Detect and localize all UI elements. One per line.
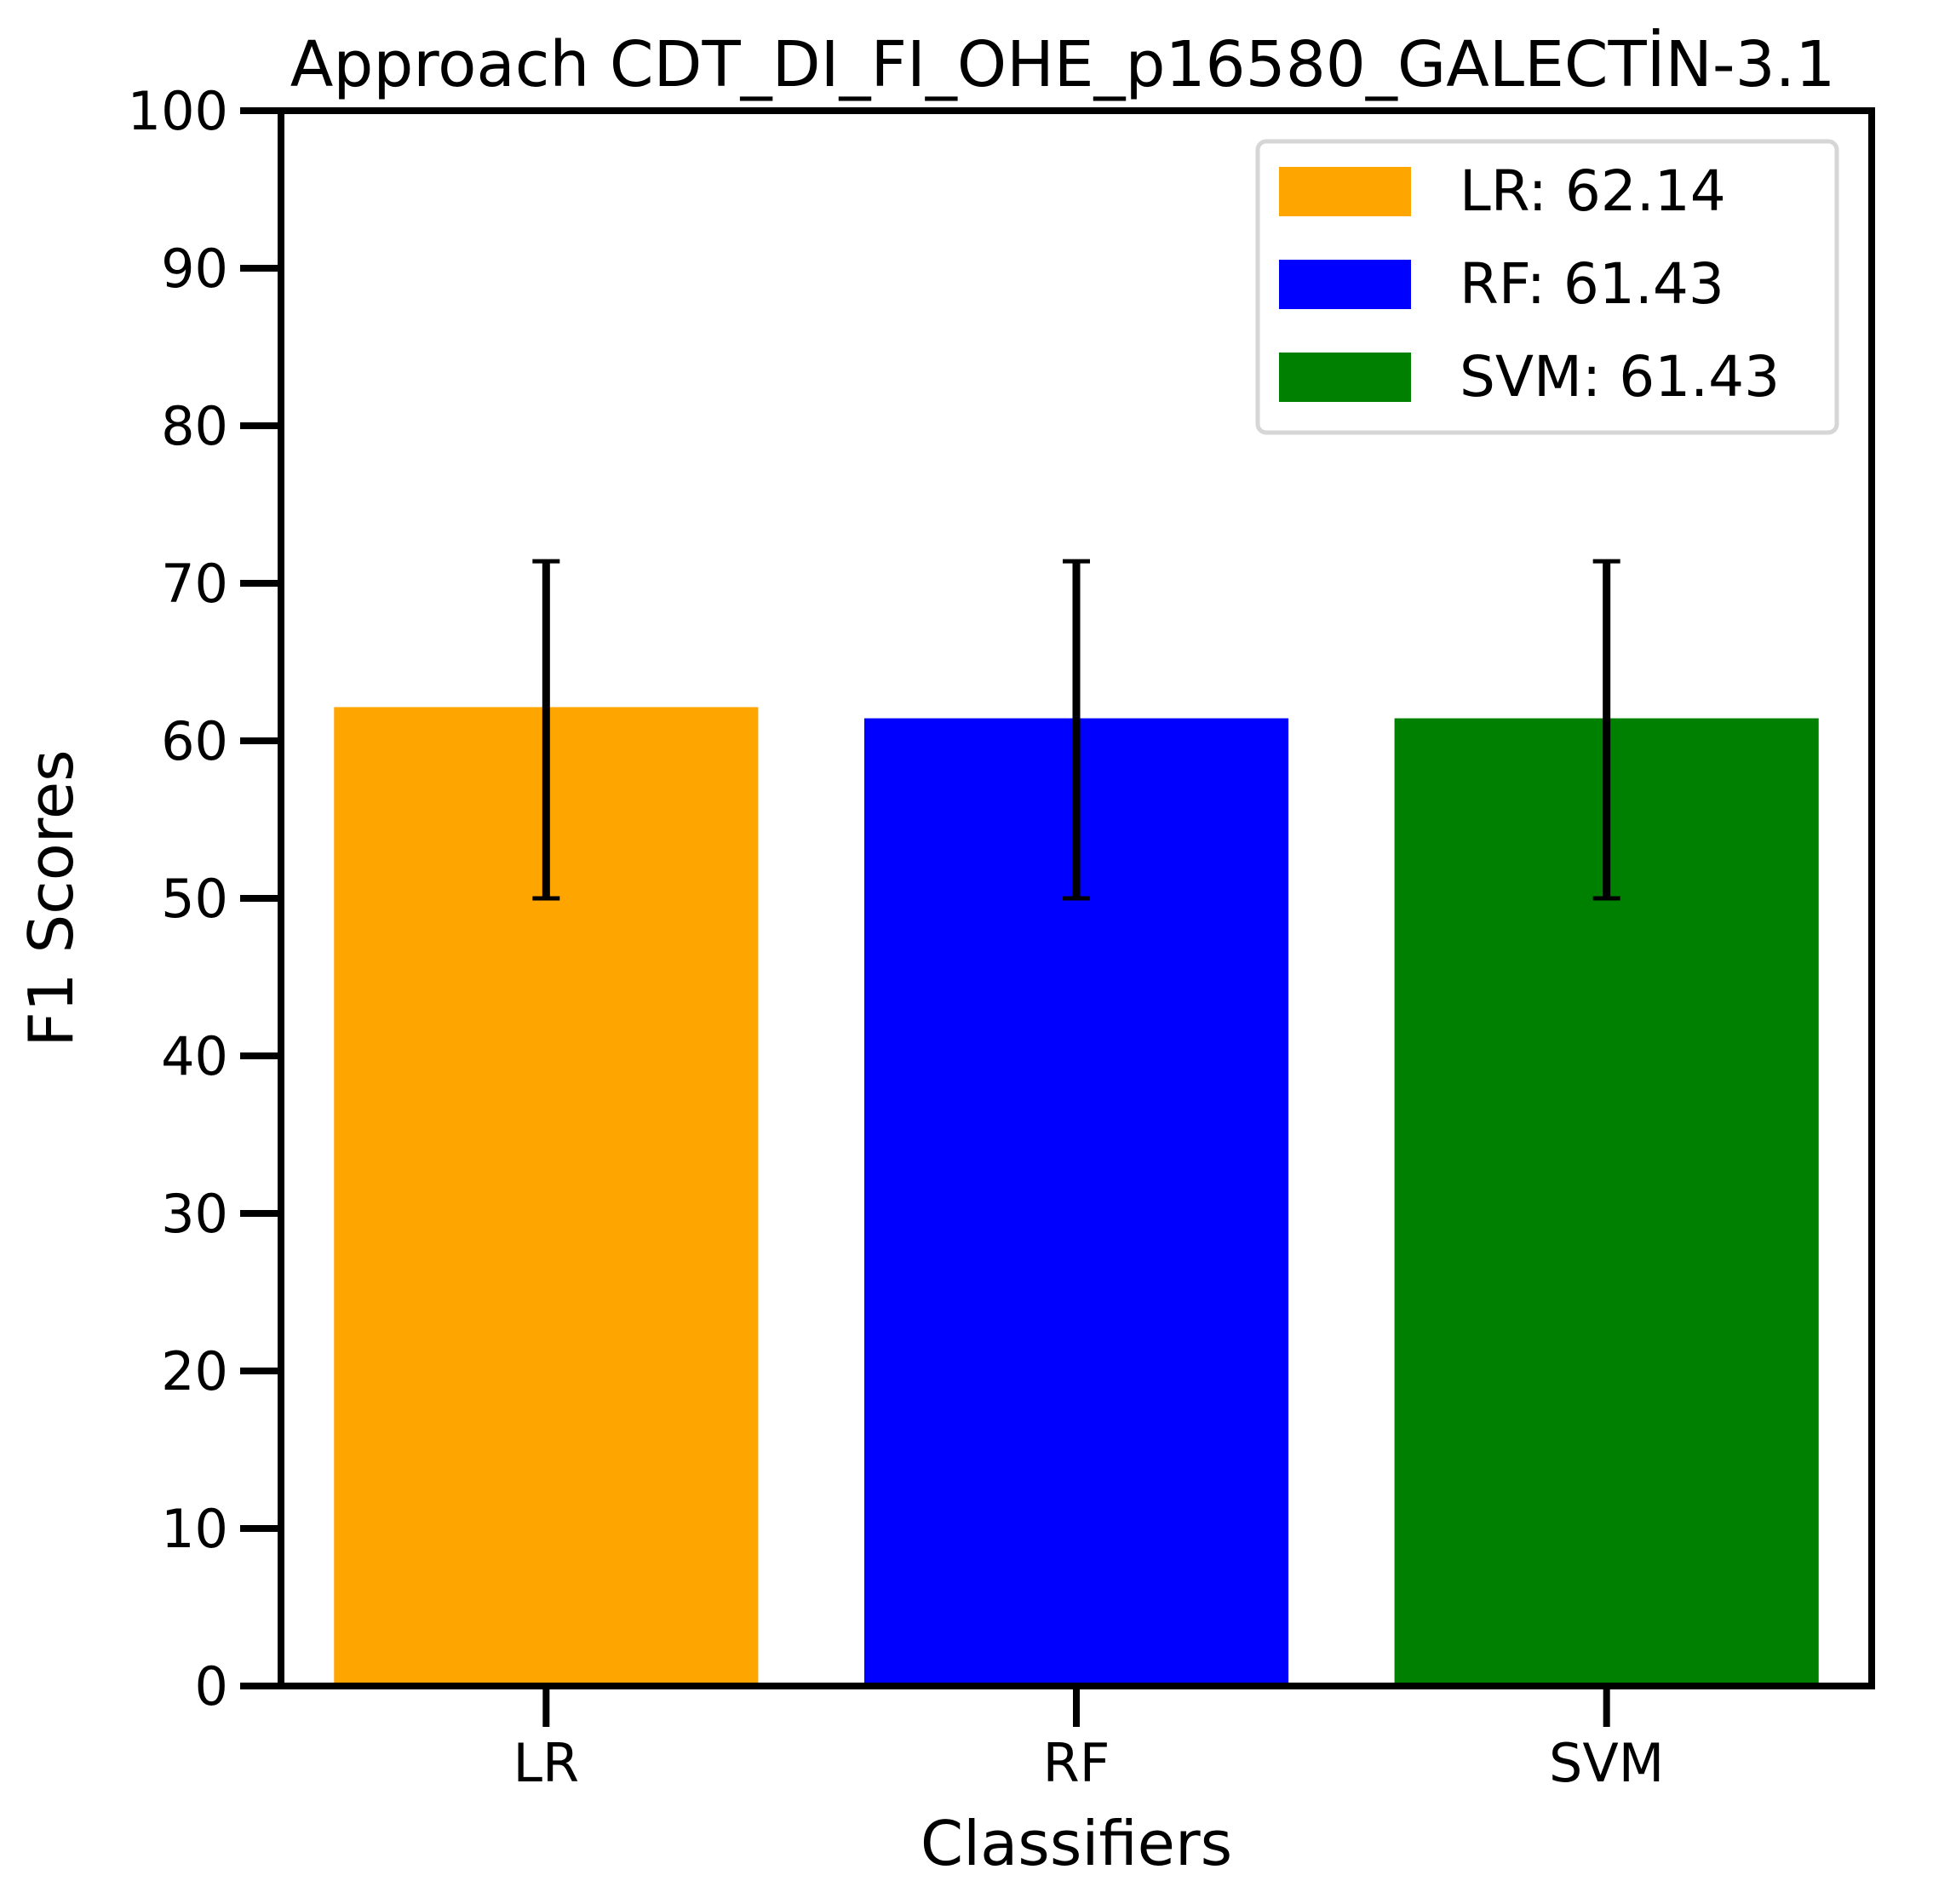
legend-swatch-svm bbox=[1279, 353, 1411, 402]
y-tick-label: 30 bbox=[161, 1183, 228, 1245]
x-axis-title: Classifiers bbox=[921, 1808, 1232, 1879]
legend-label-rf: RF: 61.43 bbox=[1460, 251, 1724, 317]
x-tick-label-svm: SVM bbox=[1549, 1732, 1664, 1794]
chart-title: Approach CDT_DI_FI_OHE_p16580_GALECTİN-3… bbox=[290, 27, 1836, 101]
x-tick-label-lr: LR bbox=[513, 1732, 580, 1794]
y-tick-label: 100 bbox=[128, 80, 228, 142]
legend-label-lr: LR: 62.14 bbox=[1460, 158, 1726, 224]
y-tick-label: 70 bbox=[161, 553, 228, 615]
y-tick-label: 10 bbox=[161, 1498, 228, 1560]
legend: LR: 62.14 RF: 61.43 SVM: 61.43 bbox=[1255, 139, 1839, 435]
y-tick-label: 20 bbox=[161, 1340, 228, 1402]
x-tick-label-rf: RF bbox=[1043, 1732, 1110, 1794]
y-tick-label: 40 bbox=[161, 1025, 228, 1087]
y-tick-label: 50 bbox=[161, 868, 228, 930]
y-axis: 0 10 20 30 40 50 60 70 80 90 100 bbox=[128, 80, 281, 1718]
y-tick-label: 60 bbox=[161, 710, 228, 772]
y-tick-label: 0 bbox=[195, 1655, 228, 1718]
legend-label-svm: SVM: 61.43 bbox=[1460, 344, 1780, 410]
legend-swatch-lr bbox=[1279, 167, 1411, 216]
y-tick-label: 80 bbox=[161, 395, 228, 457]
y-tick-label: 90 bbox=[161, 238, 228, 300]
y-axis-title: F1 Scores bbox=[15, 749, 87, 1047]
legend-swatch-rf bbox=[1279, 260, 1411, 309]
x-axis: LR RF SVM bbox=[513, 1686, 1664, 1794]
error-bars-layer bbox=[532, 559, 1620, 901]
